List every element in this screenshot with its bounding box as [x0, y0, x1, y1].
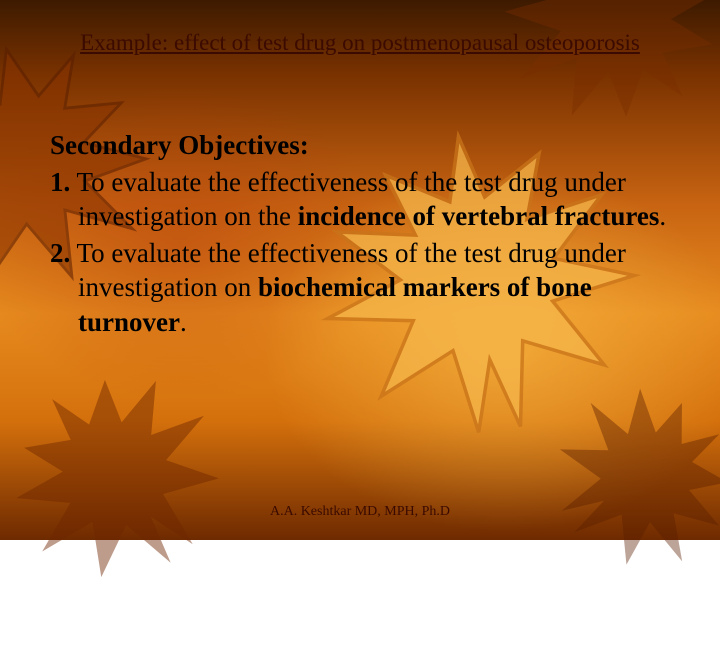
item-text-bold: incidence of vertebral fractures: [298, 201, 660, 231]
objective-item: 2. To evaluate the effectiveness of the …: [50, 236, 680, 340]
item-text-post: .: [659, 201, 666, 231]
slide-title: Example: effect of test drug on postmeno…: [0, 30, 720, 56]
slide-body: Secondary Objectives: 1. To evaluate the…: [50, 128, 680, 341]
item-text-post: .: [180, 307, 187, 337]
item-number: 2.: [50, 238, 70, 268]
objective-item: 1. To evaluate the effectiveness of the …: [50, 165, 680, 234]
slide-footer: A.A. Keshtkar MD, MPH, Ph.D: [0, 504, 720, 520]
objectives-heading: Secondary Objectives:: [50, 128, 680, 163]
slide: Example: effect of test drug on postmeno…: [0, 0, 720, 540]
leaf-decoration: [498, 338, 720, 622]
leaf-decoration: [0, 311, 289, 649]
item-number: 1.: [50, 167, 70, 197]
